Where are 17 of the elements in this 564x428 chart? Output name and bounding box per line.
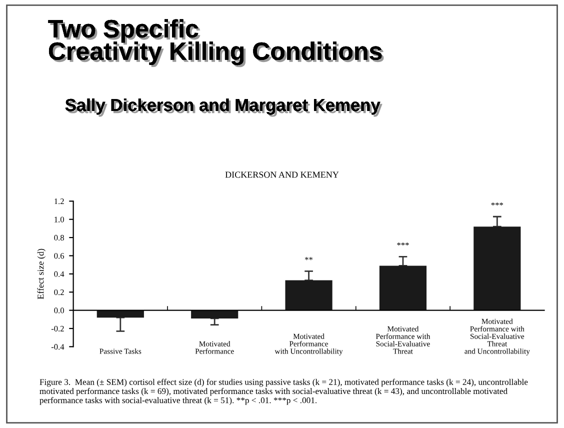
y-axis-title: Effect size (d) — [37, 248, 46, 300]
y-tick-label: 1.0 — [54, 216, 64, 222]
y-tick-label: 0.8 — [54, 234, 64, 241]
chart-subtitle: Sally Dickerson and Margaret Kemeny — [65, 98, 382, 117]
caption: Figure 3. Mean (± SEM) cortisol effect size (d) for studies using passive tasks (k = 21), motivated performance tasks (k = 24), uncontrollable motivated performance tasks (k = 69), motivated performance tasks with social-evaluative threat (k = 43), and uncontrollable motivated performance tasks with social-evaluative threat (k = 51). **p < .01. ***p < .001. — [40, 378, 528, 405]
annotation: *** — [397, 242, 409, 246]
chart-title: Two Specific Creativity Killing Conditions — [48, 19, 384, 68]
y-tick-label: 0.2 — [54, 289, 64, 296]
annotation: *** — [491, 202, 504, 206]
y-tick-label: 0.0 — [54, 308, 64, 314]
y-tick-label: 1.2 — [54, 198, 64, 204]
y-tick-label: -0.2 — [51, 326, 64, 332]
y-tick-label: -0.4 — [51, 344, 64, 350]
y-tick-label: 0.4 — [54, 271, 64, 277]
y-tick-label: 0.6 — [54, 253, 64, 259]
text: DICKERSON AND KEMENY — [225, 172, 339, 178]
annotation: ** — [305, 257, 313, 260]
